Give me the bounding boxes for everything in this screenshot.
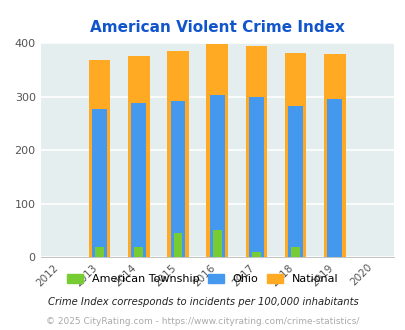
Bar [134, 247, 143, 257]
Bar [288, 106, 303, 257]
Bar [212, 230, 221, 257]
Legend: American Township, Ohio, National: American Township, Ohio, National [63, 270, 342, 289]
Bar [209, 95, 224, 257]
Bar [327, 99, 341, 257]
Bar [206, 44, 228, 257]
Bar [252, 252, 260, 257]
Bar [170, 101, 185, 257]
Bar [323, 54, 345, 257]
Bar [131, 104, 146, 257]
Bar [167, 51, 188, 257]
Bar [245, 46, 266, 257]
Bar [92, 109, 107, 257]
Text: Crime Index corresponds to incidents per 100,000 inhabitants: Crime Index corresponds to incidents per… [47, 297, 358, 307]
Bar [128, 56, 149, 257]
Bar [173, 233, 182, 257]
Bar [88, 60, 110, 257]
Bar [291, 247, 299, 257]
Text: © 2025 CityRating.com - https://www.cityrating.com/crime-statistics/: © 2025 CityRating.com - https://www.city… [46, 317, 359, 326]
Title: American Violent Crime Index: American Violent Crime Index [90, 20, 344, 35]
Bar [248, 96, 263, 257]
Bar [284, 53, 306, 257]
Bar [95, 247, 104, 257]
